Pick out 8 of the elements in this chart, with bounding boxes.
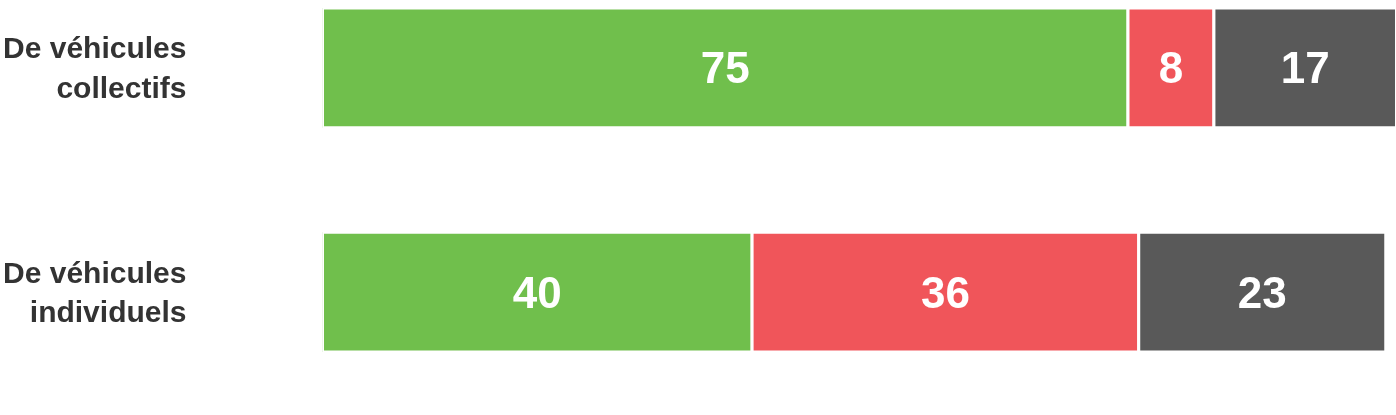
data-label: 8 [1158,43,1184,93]
data-label: 36 [920,267,970,317]
data-label: 17 [1280,43,1330,93]
y-tick-label: De véhicules collectifs [3,31,187,105]
data-label: 75 [700,43,750,93]
data-label: 40 [512,267,562,317]
data-label: 23 [1237,267,1287,317]
y-tick-label: De véhicules individuels [3,255,187,329]
